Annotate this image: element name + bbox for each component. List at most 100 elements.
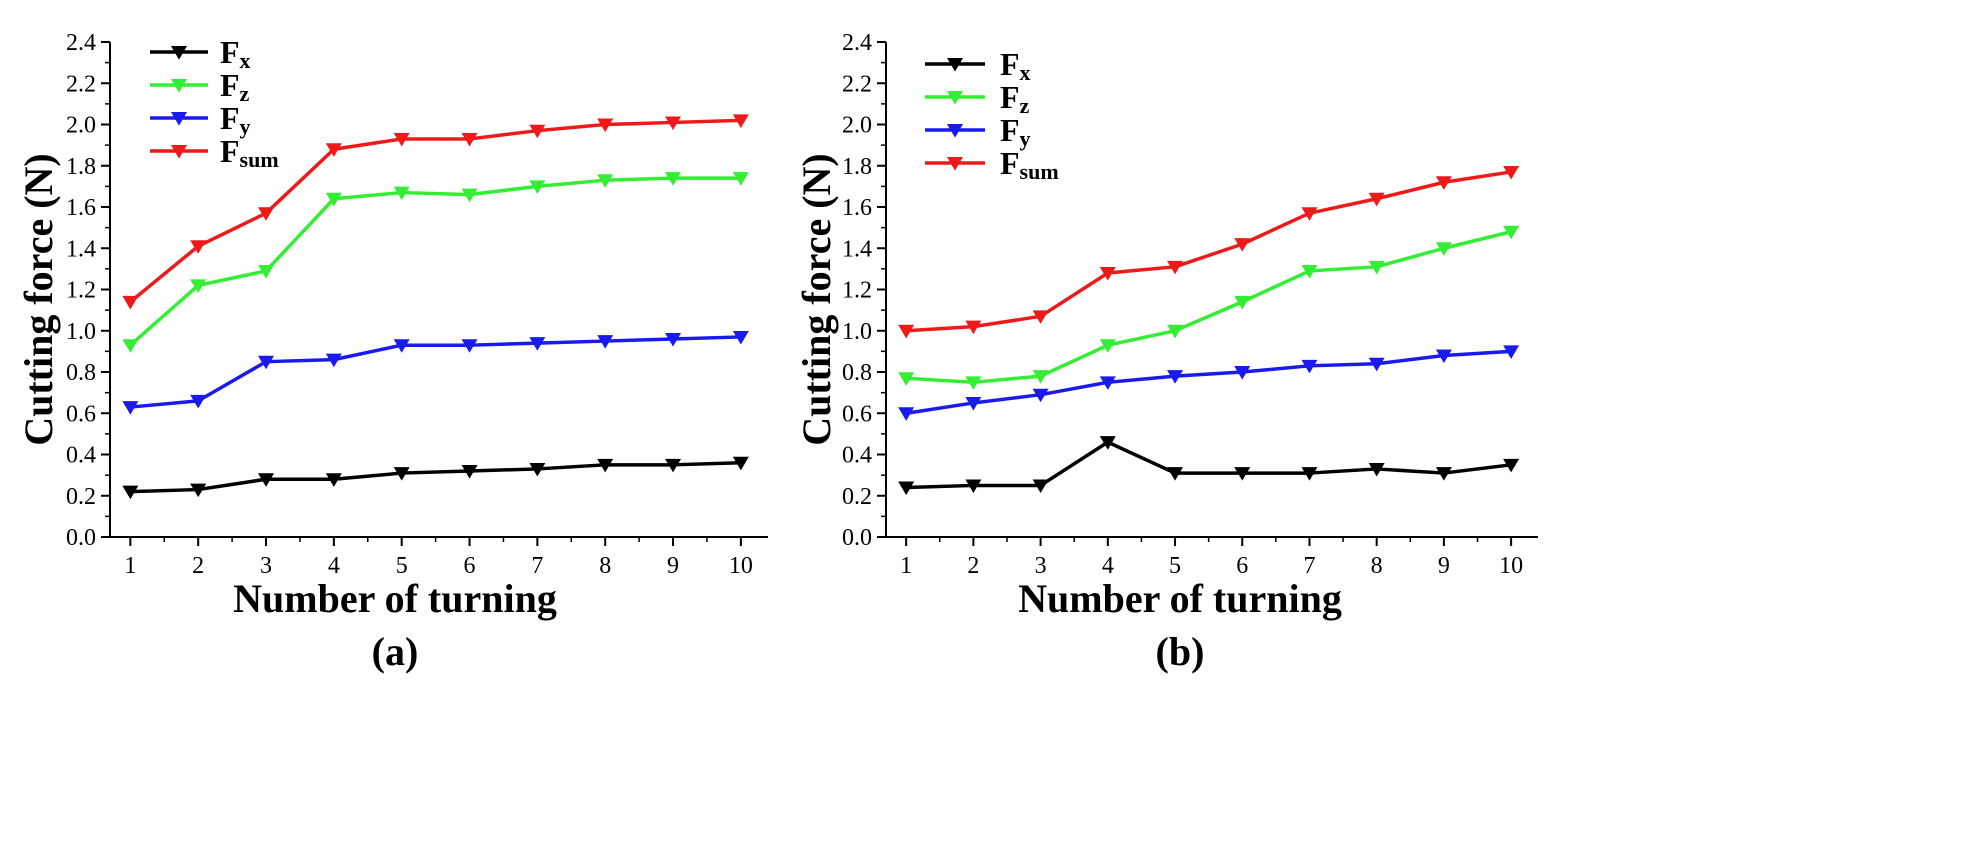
data-point-fsum: [965, 320, 982, 335]
legend-label-main: F: [220, 133, 240, 169]
x-tick-label: 7: [531, 553, 543, 579]
data-point-fz: [732, 172, 749, 186]
legend-marker-fy: [947, 124, 963, 138]
series-line-fx: [906, 440, 1512, 490]
legend-label-subscript: x: [1020, 60, 1031, 85]
chart-panel-b: 0.0 0.2 0.4 0.6 0.8 1.0 1.2 1.4 1.6 1.8 2.0 2.2 2.4 1…: [794, 30, 1538, 674]
data-point-fz: [1167, 324, 1184, 339]
x-tick-label: 1: [124, 553, 136, 579]
data-point-fz: [1503, 225, 1520, 240]
x-tick-label: 6: [464, 553, 476, 579]
legend-marker-fx: [947, 58, 963, 72]
data-point-fsum: [665, 116, 682, 131]
data-point-fx: [1032, 479, 1049, 494]
x-tick-label: 2: [192, 553, 204, 579]
data-point-fz: [898, 372, 915, 386]
data-point-fsum: [1032, 310, 1049, 324]
data-point-fsum: [1435, 176, 1452, 190]
y-tick-label: 1.0: [66, 319, 96, 345]
x-axis-title: Number of turning: [233, 576, 557, 621]
y-tick-label: 1.8: [842, 154, 872, 180]
y-tick-label: 2.2: [66, 71, 96, 97]
y-tick-label: 0.0: [66, 525, 96, 551]
x-tick-label: 3: [260, 553, 272, 579]
data-point-fz: [1099, 339, 1116, 353]
y-tick-label: 1.2: [842, 278, 872, 304]
x-tick-label: 8: [1371, 553, 1383, 579]
legend-label-main: F: [1000, 112, 1020, 148]
data-point-fsum: [393, 132, 410, 147]
legend-label-fz: Fz: [220, 67, 250, 106]
data-point-fx: [1435, 467, 1452, 481]
legend-marker-fz: [947, 91, 963, 105]
data-point-fsum: [258, 207, 275, 221]
x-axis-title: Number of turning: [1018, 576, 1342, 621]
data-point-fy: [258, 355, 275, 370]
legend-label-subscript: sum: [1020, 159, 1059, 184]
y-axis-title: Cutting force (N): [794, 153, 839, 446]
data-point-fx: [190, 483, 207, 498]
legend-label-fy: Fy: [1000, 112, 1031, 151]
data-point-fsum: [1301, 207, 1318, 221]
legend-label-fsum: Fsum: [1000, 145, 1059, 184]
data-point-fz: [190, 279, 207, 293]
legend-label-main: F: [1000, 145, 1020, 181]
data-point-fy: [1368, 357, 1385, 372]
data-point-fy: [393, 339, 410, 353]
legend-marker-fz: [171, 79, 187, 93]
series-line-fsum: [906, 170, 1512, 333]
data-point-fz: [597, 174, 614, 188]
y-tick-label: 1.4: [66, 236, 96, 262]
data-point-fx: [1368, 462, 1385, 477]
data-point-fy: [1032, 388, 1049, 403]
data-point-fy: [898, 407, 915, 421]
data-point-fx: [665, 458, 682, 473]
series-line-fy: [130, 335, 741, 409]
series-line-fsum: [129, 118, 741, 304]
legend-label-fx: Fx: [220, 34, 251, 73]
y-tick-label: 0.2: [66, 484, 96, 510]
data-point-fx: [461, 465, 478, 479]
x-tick-label: 4: [1102, 553, 1114, 579]
legend-label-fz: Fz: [1000, 79, 1030, 118]
y-tick-label: 0.0: [842, 525, 872, 551]
y-tick-label: 1.6: [842, 195, 872, 221]
data-point-fsum: [732, 114, 749, 128]
data-point-fy: [1099, 376, 1116, 390]
data-point-fy: [1234, 366, 1251, 380]
data-point-fz: [1234, 295, 1251, 310]
data-point-fz: [1301, 264, 1318, 279]
data-point-fsum: [597, 118, 614, 133]
data-point-fy: [1435, 349, 1452, 364]
data-point-fz: [965, 376, 982, 390]
x-tick-label: 4: [328, 553, 340, 579]
x-tick-label: 7: [1303, 553, 1315, 579]
x-tick-label: 9: [667, 553, 679, 579]
x-tick-label: 9: [1438, 553, 1450, 579]
data-point-fz: [529, 180, 546, 194]
data-point-fsum: [1167, 260, 1184, 275]
data-point-fsum: [325, 143, 342, 157]
data-point-fx: [529, 462, 546, 477]
data-point-fx: [898, 481, 915, 496]
data-point-fy: [529, 337, 546, 351]
y-tick-label: 1.2: [66, 278, 96, 304]
data-point-fy: [965, 396, 982, 411]
data-point-fsum: [529, 124, 546, 139]
data-point-fz: [461, 188, 478, 203]
data-point-fsum: [122, 295, 139, 310]
x-tick-label: 6: [1236, 553, 1248, 579]
legend-marker-fsum: [947, 157, 963, 171]
data-point-fx: [258, 473, 275, 487]
legend-label-subscript: y: [240, 114, 251, 139]
y-tick-label: 2.0: [66, 113, 96, 139]
series-line-fz: [129, 176, 741, 347]
legend-label-main: F: [220, 100, 240, 136]
data-point-fy: [1503, 345, 1520, 359]
x-tick-label: 2: [967, 553, 979, 579]
y-tick-label: 0.4: [66, 443, 96, 469]
legend-label-subscript: sum: [240, 147, 279, 172]
x-tick-label: 10: [1499, 553, 1523, 579]
legend-marker-fx: [171, 46, 187, 60]
